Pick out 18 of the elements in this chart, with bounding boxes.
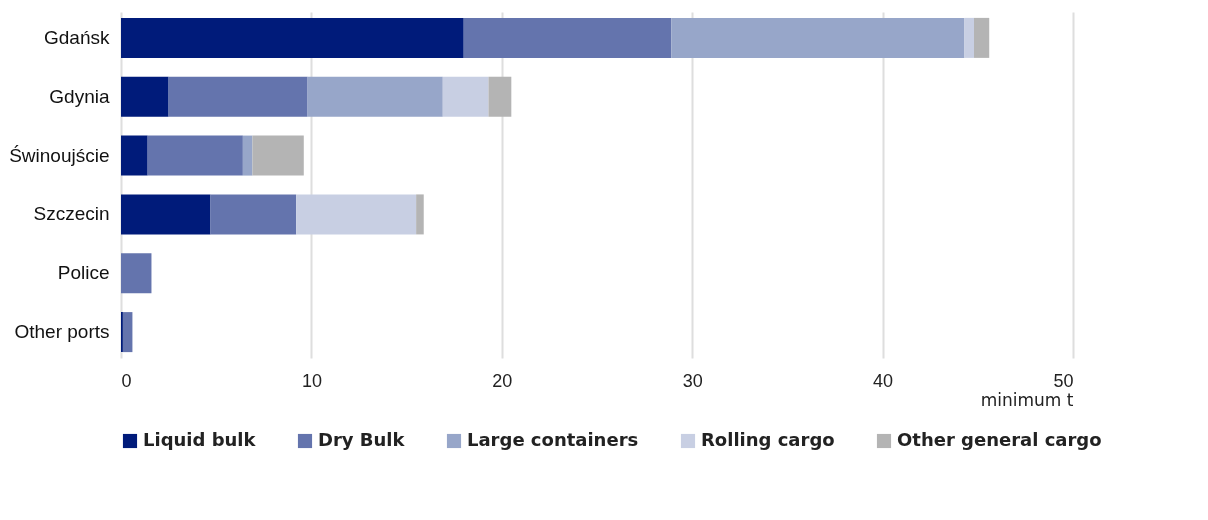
x-tick-label: 0 xyxy=(121,370,132,391)
legend-label: Liquid bulk xyxy=(143,429,257,450)
y-tick-label: Świnoujście xyxy=(9,144,110,166)
legend-label: Dry Bulk xyxy=(318,429,406,450)
x-tick-label: 40 xyxy=(873,370,894,391)
y-tick-label: Gdynia xyxy=(49,85,110,107)
x-axis-title: minimum t xyxy=(980,389,1074,410)
legend-label: Large containers xyxy=(467,429,639,450)
y-tick-label: Police xyxy=(57,262,110,284)
x-tick-label: 30 xyxy=(682,370,703,391)
legend-label: Other general cargo xyxy=(897,429,1102,450)
x-tick-label: 10 xyxy=(301,370,322,391)
x-tick-label: 20 xyxy=(492,370,513,391)
y-tick-label: Other ports xyxy=(14,321,110,343)
legend-label: Rolling cargo xyxy=(701,429,835,450)
x-tick-label: 50 xyxy=(1053,370,1074,391)
y-tick-label: Szczecin xyxy=(33,203,110,225)
y-tick-label: Gdańsk xyxy=(44,26,110,48)
